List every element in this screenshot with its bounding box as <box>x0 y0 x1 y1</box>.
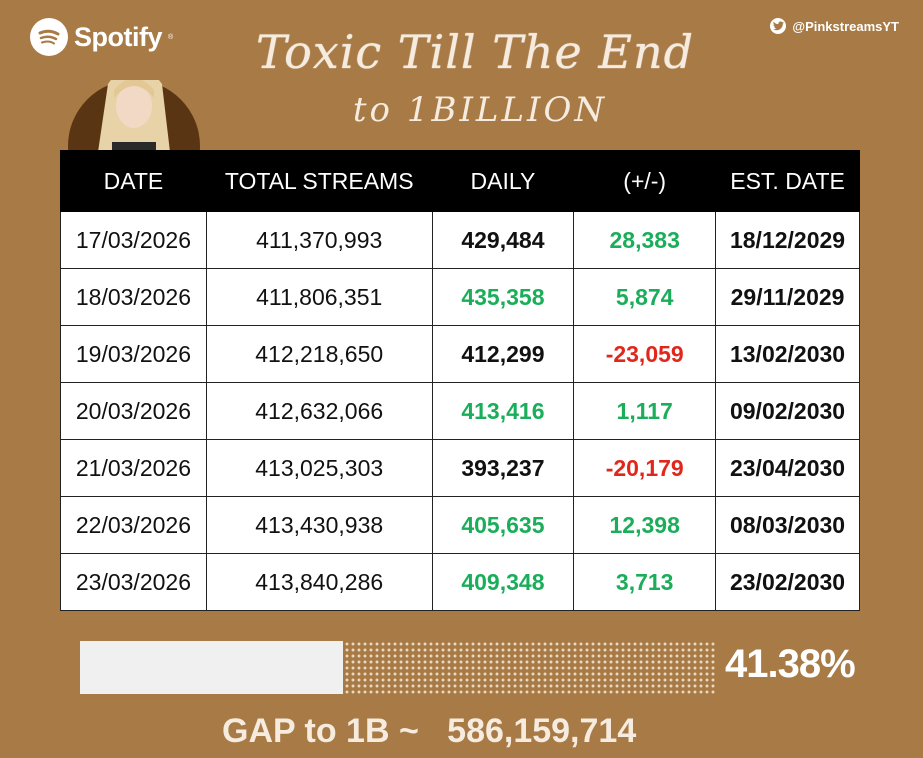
header-date: DATE <box>60 150 207 212</box>
cell-est-date: 18/12/2029 <box>715 211 860 269</box>
gap-value: 586,159,714 <box>447 712 637 750</box>
cell-change: 1,117 <box>573 382 717 440</box>
cell-est-date: 13/02/2030 <box>715 325 860 383</box>
artist-portrait-icon <box>98 80 170 152</box>
cell-daily: 409,348 <box>431 553 575 611</box>
table-row: 18/03/2026 411,806,351 435,358 5,874 29/11/2… <box>60 268 860 326</box>
table-row: 23/03/2026 413,840,286 409,348 3,713 23/02/2… <box>60 553 860 611</box>
table-row: 17/03/2026 411,370,993 429,484 28,383 18/12/… <box>60 211 860 269</box>
song-title: Toxic Till The End <box>255 25 695 79</box>
cell-date: 22/03/2026 <box>60 496 207 554</box>
cell-daily: 413,416 <box>431 382 575 440</box>
header-change: (+/-) <box>573 150 717 212</box>
cell-date: 20/03/2026 <box>60 382 207 440</box>
cell-est-date: 08/03/2030 <box>715 496 860 554</box>
cell-est-date: 23/04/2030 <box>715 439 860 497</box>
spotify-wordmark: Spotify <box>74 21 163 52</box>
cell-change: 28,383 <box>573 211 717 269</box>
cell-daily: 412,299 <box>431 325 575 383</box>
twitter-handle[interactable]: @PinkstreamsYT <box>770 18 899 34</box>
cell-est-date: 09/02/2030 <box>715 382 860 440</box>
gap-to-1b: GAP to 1B ~ 586,159,714 <box>222 712 636 751</box>
cell-total-streams: 411,806,351 <box>205 268 433 326</box>
cell-daily: 405,635 <box>431 496 575 554</box>
cell-change: 3,713 <box>573 553 717 611</box>
table-header-row: DATE TOTAL STREAMS DAILY (+/-) EST. DATE <box>60 150 860 212</box>
cell-daily: 435,358 <box>431 268 575 326</box>
cell-date: 17/03/2026 <box>60 211 207 269</box>
cell-daily: 393,237 <box>431 439 575 497</box>
cell-total-streams: 413,840,286 <box>205 553 433 611</box>
cell-change: -20,179 <box>573 439 717 497</box>
cell-daily: 429,484 <box>431 211 575 269</box>
cell-total-streams: 412,632,066 <box>205 382 433 440</box>
cell-est-date: 23/02/2030 <box>715 553 860 611</box>
twitter-handle-text: @PinkstreamsYT <box>792 18 899 34</box>
cell-change: 12,398 <box>573 496 717 554</box>
milestone-subtitle: to 1BILLION <box>352 90 608 130</box>
progress-percent: 41.38% <box>725 642 856 686</box>
progress-fill <box>80 641 343 694</box>
cell-total-streams: 413,025,303 <box>205 439 433 497</box>
spotify-logo-icon <box>30 18 68 56</box>
cell-date: 19/03/2026 <box>60 325 207 383</box>
cell-total-streams: 411,370,993 <box>205 211 433 269</box>
cell-date: 21/03/2026 <box>60 439 207 497</box>
header-total-streams: TOTAL STREAMS <box>205 150 433 212</box>
cell-est-date: 29/11/2029 <box>715 268 860 326</box>
table-row: 20/03/2026 412,632,066 413,416 1,117 09/02/2… <box>60 382 860 440</box>
streams-table: DATE TOTAL STREAMS DAILY (+/-) EST. DATE… <box>60 150 860 611</box>
twitter-icon <box>770 18 787 34</box>
cell-total-streams: 412,218,650 <box>205 325 433 383</box>
spotify-brand: Spotify ® <box>30 18 173 56</box>
table-row: 22/03/2026 413,430,938 405,635 12,398 08/03/… <box>60 496 860 554</box>
header-est-date: EST. DATE <box>715 150 860 212</box>
cell-date: 18/03/2026 <box>60 268 207 326</box>
cell-change: 5,874 <box>573 268 717 326</box>
table-row: 21/03/2026 413,025,303 393,237 -20,179 23/04… <box>60 439 860 497</box>
table-row: 19/03/2026 412,218,650 412,299 -23,059 13/02… <box>60 325 860 383</box>
cell-date: 23/03/2026 <box>60 553 207 611</box>
cell-total-streams: 413,430,938 <box>205 496 433 554</box>
cell-change: -23,059 <box>573 325 717 383</box>
progress-bar <box>80 641 715 694</box>
gap-label: GAP to 1B ~ <box>222 712 419 750</box>
artist-avatar <box>68 80 200 152</box>
header-daily: DAILY <box>431 150 575 212</box>
